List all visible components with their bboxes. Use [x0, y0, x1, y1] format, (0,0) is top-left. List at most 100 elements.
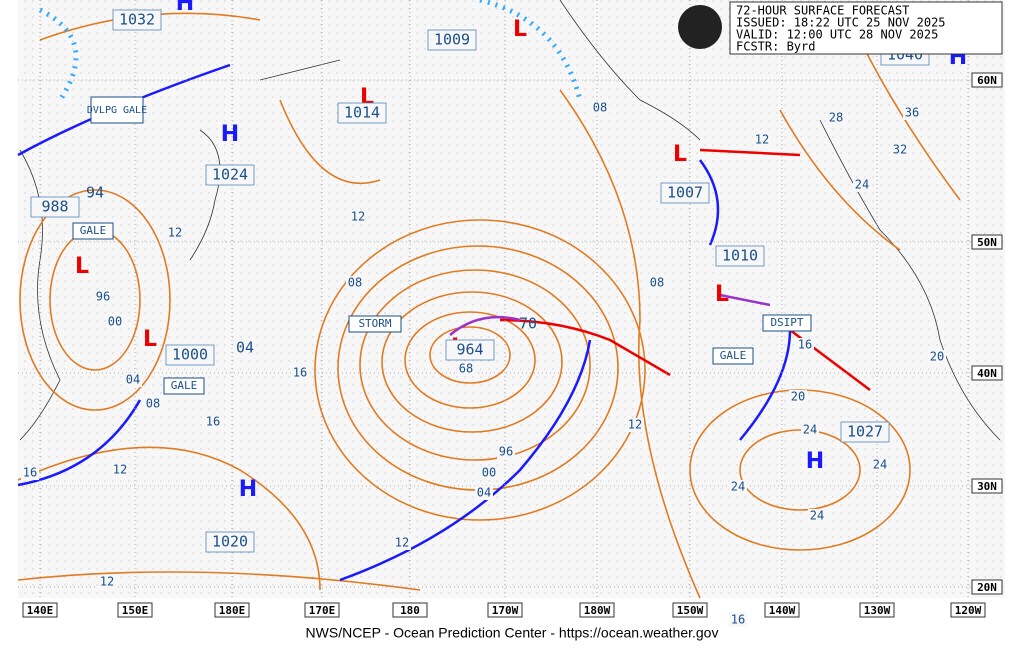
lon-label-box: [117, 602, 153, 618]
isobar-label-bg: [753, 133, 771, 147]
isobar-label: 12: [113, 463, 127, 477]
isobar-label-bg: [204, 415, 222, 429]
lon-label-box: [487, 602, 523, 618]
header-box: [729, 1, 1003, 55]
isobar-label-bg: [349, 210, 367, 224]
center-symbol: H: [221, 122, 239, 147]
graticule: [18, 0, 1005, 598]
lon-label: 150W: [677, 604, 704, 617]
isobar-label: 16: [23, 466, 37, 480]
lat-label: 30N: [977, 480, 997, 493]
center-symbol: L: [75, 254, 89, 279]
isobar-label: 28: [829, 111, 843, 125]
center-symbol: H: [239, 477, 257, 502]
isobar-label-bg: [497, 445, 515, 459]
pressure-box: [205, 164, 255, 186]
lon-label: 170E: [309, 604, 336, 617]
pressure-box: [205, 531, 255, 553]
center-pressure: 1000: [172, 346, 208, 364]
isobar-label-bg: [21, 466, 39, 480]
center-pressure: 1032: [119, 11, 155, 29]
center-pressure: 1010: [722, 247, 758, 265]
isobar-label: 36: [905, 106, 919, 120]
lon-label: 180E: [219, 604, 246, 617]
isobar-label: 16: [206, 415, 220, 429]
pressure-value: 04: [236, 339, 254, 357]
isobar-label: 24: [731, 480, 745, 494]
isobar-label-bg: [801, 423, 819, 437]
isobar-label: 12: [755, 133, 769, 147]
lon-label-box: [579, 602, 615, 618]
header-issued: ISSUED: 18:22 UTC 25 NOV 2025: [736, 16, 946, 30]
isobar-label-bg: [729, 480, 747, 494]
lon-label: 140W: [769, 604, 796, 617]
isobar-label: 16: [798, 338, 812, 352]
isobar-label: 96: [499, 445, 513, 459]
isobar-label-bg: [796, 338, 814, 352]
center-pressure: 1020: [212, 533, 248, 551]
center-pressure: 1009: [434, 31, 470, 49]
isobar-label-bg: [475, 486, 493, 500]
center-symbol: L: [715, 282, 729, 307]
isobar-label-bg: [903, 106, 921, 120]
isobar-label-bg: [480, 466, 498, 480]
annotation: GALE: [171, 379, 198, 392]
annotation-box: [90, 96, 144, 124]
lon-label-box: [859, 602, 895, 618]
isobar-label-bg: [591, 101, 609, 115]
annotation: STORM: [358, 317, 391, 330]
noaa-logo: [678, 5, 722, 49]
pressure-box: [660, 182, 710, 204]
lon-label-box: [672, 602, 708, 618]
isobar-label-bg: [291, 366, 309, 380]
isobar-label: 68: [459, 362, 473, 376]
isobar-label-bg: [106, 315, 124, 329]
isobar-label-bg: [346, 276, 364, 290]
center-pressure: 1014: [344, 104, 380, 122]
footer: NWS/NCEP - Ocean Prediction Center - htt…: [306, 625, 719, 641]
pressure-box: [337, 102, 387, 124]
center-pressure: 1007: [667, 184, 703, 202]
isobar-label: 24: [803, 423, 817, 437]
isobar-label: 08: [146, 397, 160, 411]
isobars: [17, 12, 961, 599]
lon-label-box: [214, 602, 250, 618]
center-symbol: L: [513, 17, 527, 42]
center-pressure: 964: [456, 341, 483, 359]
annotation: DSIPT: [770, 316, 803, 329]
lat-label: 20N: [977, 581, 997, 594]
lon-label: 180: [400, 604, 420, 617]
lat-label: 50N: [977, 236, 997, 249]
isobar-label: 12: [351, 210, 365, 224]
annotation-box: [72, 222, 114, 240]
fronts: [17, 0, 871, 582]
header-valid: VALID: 12:00 UTC 28 NOV 2025: [736, 28, 938, 42]
isobar-label-bg: [853, 178, 871, 192]
lon-label-box: [22, 602, 58, 618]
annotation-box: [712, 347, 754, 365]
header-forecaster: FCSTR: Byrd: [736, 40, 815, 54]
center-symbol: H: [806, 449, 824, 474]
isobar-label: 12: [168, 226, 182, 240]
isobar-label-bg: [928, 350, 946, 364]
lon-label: 150E: [122, 604, 149, 617]
isobar-label: 96: [96, 290, 110, 304]
isobar-label: 08: [593, 101, 607, 115]
lat-label: 40N: [977, 367, 997, 380]
lat-label: 60N: [977, 74, 997, 87]
isobar-label: 08: [348, 276, 362, 290]
isobar-label: 24: [873, 458, 887, 472]
isobar-label: 32: [893, 143, 907, 157]
center-pressure: 1024: [212, 166, 248, 184]
isobar-label-bg: [808, 509, 826, 523]
annotation-box: [163, 377, 205, 395]
isobar-label: 00: [108, 315, 122, 329]
pressure-box: [445, 339, 495, 361]
lat-label-box: [971, 478, 1003, 494]
isobar-label-bg: [626, 418, 644, 432]
lon-label-box: [304, 602, 340, 618]
pressure-box: [427, 29, 477, 51]
isobar-label: 08: [650, 276, 664, 290]
isobar-label-bg: [729, 613, 747, 627]
